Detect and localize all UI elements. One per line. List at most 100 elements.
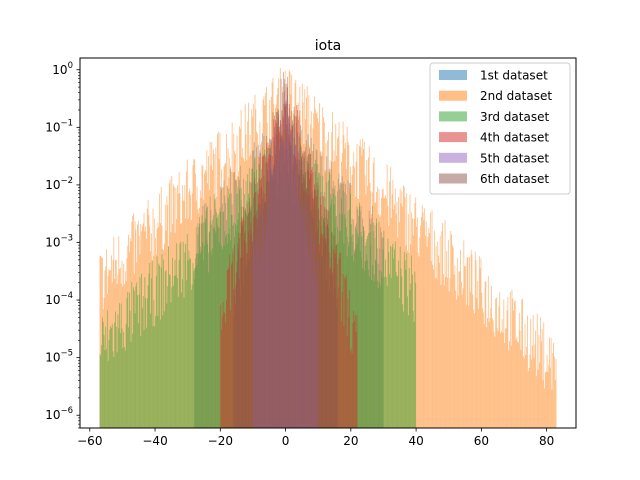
histogram-bar (458, 271, 460, 428)
histogram-bar (152, 208, 154, 428)
histogram-bar (232, 252, 234, 428)
histogram-bar (341, 292, 343, 428)
histogram-bar (491, 318, 493, 428)
histogram-bar (235, 272, 237, 428)
histogram-bar (330, 257, 332, 428)
histogram-bar (432, 264, 434, 428)
histogram-bar (287, 76, 289, 428)
histogram-bar (401, 276, 403, 428)
histogram-bar (286, 83, 288, 428)
histogram-bar (555, 358, 557, 428)
histogram-bar (404, 260, 406, 428)
histogram-bar (461, 294, 463, 428)
histogram-bar (284, 83, 286, 428)
histogram-bar (140, 336, 142, 428)
histogram-bar (189, 258, 191, 428)
histogram-bar (229, 254, 231, 428)
histogram-bar (107, 360, 109, 428)
histogram-bar (193, 271, 195, 428)
histogram-bar (257, 219, 259, 428)
histogram-bar (109, 329, 111, 428)
histogram-bar (241, 226, 243, 428)
histogram-bar (545, 371, 547, 428)
legend-label: 5th dataset (480, 151, 549, 165)
histogram-bar (513, 310, 514, 428)
histogram-bar (403, 252, 405, 428)
histogram-bar (327, 224, 328, 428)
histogram-bar (301, 153, 303, 428)
histogram-bar (267, 142, 269, 428)
histogram-bar (376, 218, 377, 428)
histogram-bar (520, 349, 522, 428)
histogram-bar (354, 315, 356, 428)
histogram-bar (183, 297, 185, 428)
histogram-bar (365, 260, 367, 428)
histogram-bar (429, 232, 430, 428)
histogram-bar (279, 150, 280, 428)
histogram-bar (470, 250, 472, 428)
histogram-bar (505, 327, 507, 428)
histogram-bar (226, 270, 228, 428)
histogram-bar (253, 181, 255, 428)
histogram-bar (128, 327, 129, 428)
histogram-bar (362, 267, 364, 428)
histogram-bar (279, 120, 281, 428)
histogram-bar (203, 222, 204, 428)
histogram-bar (434, 230, 435, 428)
histogram-bar (429, 212, 431, 428)
histogram-bar (394, 249, 395, 428)
x-tick-label: 0 (282, 434, 290, 448)
histogram-bar (420, 225, 421, 428)
histogram-bar (480, 258, 482, 428)
histogram-bar (212, 215, 214, 428)
histogram-bar (153, 299, 155, 428)
histogram-bar (261, 198, 263, 428)
histogram-bar (127, 291, 129, 428)
histogram-bar (311, 195, 313, 428)
x-tick-label: 60 (474, 434, 489, 448)
histogram-bar (188, 250, 190, 428)
histogram-bar (293, 106, 295, 428)
histogram-bar (323, 222, 325, 428)
histogram-bar (419, 237, 421, 428)
histogram-bar (257, 182, 258, 428)
histogram-bar (322, 256, 324, 428)
histogram-bar (467, 257, 469, 428)
histogram-bar (266, 147, 268, 428)
histogram-bar (165, 270, 167, 428)
histogram-bar (528, 367, 530, 428)
histogram-bar (552, 353, 554, 428)
histogram-bar (456, 257, 458, 428)
histogram-bar (373, 281, 375, 428)
histogram-bar (164, 271, 166, 428)
x-axis: −60 −40 −20 0 20 40 60 80 (77, 428, 554, 448)
histogram-bar (395, 272, 397, 428)
histogram-bar (233, 316, 235, 428)
legend-swatch (439, 111, 467, 122)
histogram-bar (500, 333, 501, 428)
histogram-bar (295, 156, 297, 428)
histogram-bar (180, 241, 182, 428)
histogram-bar (360, 231, 362, 428)
histogram-bar (527, 315, 528, 428)
histogram-bar (353, 310, 355, 428)
histogram-bar (339, 252, 341, 428)
histogram-bar (325, 239, 327, 428)
histogram-bar (338, 258, 340, 428)
histogram-bar (237, 243, 239, 428)
histogram-bar (478, 308, 479, 428)
histogram-bar (124, 350, 126, 428)
histogram-bar (554, 380, 556, 428)
histogram-bar (252, 231, 254, 428)
histogram-bar (211, 224, 213, 428)
histogram-bar (342, 274, 344, 428)
histogram-bar (481, 292, 483, 428)
histogram-bar (129, 310, 131, 428)
histogram-bar (155, 316, 156, 428)
histogram-bar (390, 245, 391, 428)
histogram-bar (456, 299, 457, 428)
histogram-bar (140, 223, 142, 428)
histogram-bar (135, 286, 137, 428)
histogram-bar (549, 337, 550, 428)
histogram-bar (345, 279, 346, 428)
